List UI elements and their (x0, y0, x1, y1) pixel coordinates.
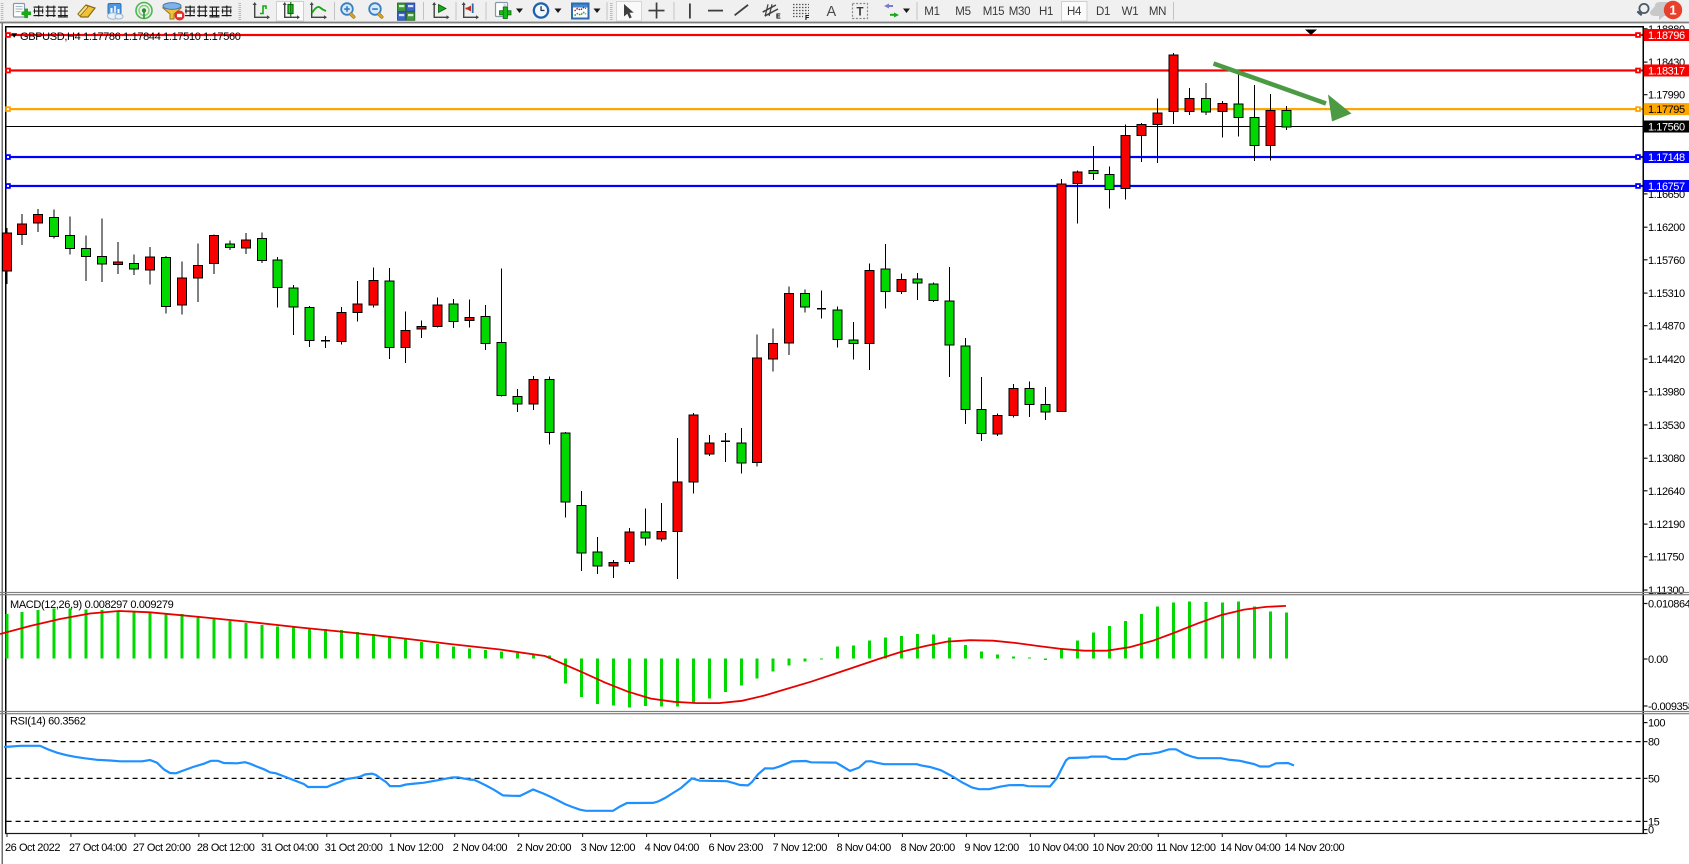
svg-text:A: A (827, 4, 837, 20)
svg-text:1.18796: 1.18796 (1648, 30, 1685, 42)
svg-text:1.13080: 1.13080 (1648, 453, 1685, 465)
svg-text:9 Nov 12:00: 9 Nov 12:00 (964, 842, 1019, 854)
svg-text:50: 50 (1648, 773, 1660, 785)
svg-text:1 Nov 12:00: 1 Nov 12:00 (389, 842, 444, 854)
svg-text:15: 15 (1648, 816, 1660, 828)
svg-text:1.11750: 1.11750 (1648, 552, 1684, 564)
svg-text:H4: H4 (1067, 6, 1082, 18)
svg-text:1.17795: 1.17795 (1648, 104, 1685, 116)
svg-text:80: 80 (1648, 737, 1660, 749)
svg-text:27 Oct 20:00: 27 Oct 20:00 (133, 842, 191, 854)
svg-text:0: 0 (1648, 825, 1654, 837)
svg-text:8 Nov 04:00: 8 Nov 04:00 (836, 842, 891, 854)
svg-text:1.16757: 1.16757 (1648, 181, 1685, 193)
svg-text:E: E (776, 14, 781, 21)
svg-text:3 Nov 12:00: 3 Nov 12:00 (581, 842, 636, 854)
svg-text:100: 100 (1648, 718, 1665, 730)
svg-text:31 Oct 20:00: 31 Oct 20:00 (325, 842, 383, 854)
svg-text:1.15310: 1.15310 (1648, 288, 1685, 300)
svg-text:1.17148: 1.17148 (1648, 152, 1685, 164)
svg-text:RSI(14) 60.3562: RSI(14) 60.3562 (10, 716, 86, 728)
svg-text:10 Nov 20:00: 10 Nov 20:00 (1092, 842, 1152, 854)
svg-text:0.010864: 0.010864 (1648, 599, 1689, 611)
svg-text:1.12190: 1.12190 (1648, 519, 1685, 531)
svg-text:7 Nov 12:00: 7 Nov 12:00 (773, 842, 828, 854)
svg-text:8 Nov 20:00: 8 Nov 20:00 (900, 842, 955, 854)
svg-text:1.17990: 1.17990 (1648, 90, 1685, 102)
svg-text:F: F (805, 15, 810, 22)
svg-text:M30: M30 (1009, 6, 1030, 18)
svg-text:14 Nov 04:00: 14 Nov 04:00 (1220, 842, 1280, 854)
svg-text:26 Oct 2022: 26 Oct 2022 (5, 842, 60, 854)
svg-text:14 Nov 20:00: 14 Nov 20:00 (1284, 842, 1344, 854)
svg-text:1.13530: 1.13530 (1648, 420, 1685, 432)
svg-text:MACD(12,26,9) 0.008297 0.00927: MACD(12,26,9) 0.008297 0.009279 (10, 599, 174, 611)
svg-text:1.15760: 1.15760 (1648, 255, 1685, 267)
svg-text:2 Nov 20:00: 2 Nov 20:00 (517, 842, 572, 854)
svg-text:M1: M1 (924, 6, 939, 18)
svg-text:-0.009358: -0.009358 (1648, 701, 1689, 713)
svg-text:M15: M15 (983, 6, 1004, 18)
svg-text:M5: M5 (955, 6, 970, 18)
svg-text:4 Nov 04:00: 4 Nov 04:00 (645, 842, 700, 854)
svg-text:2 Nov 04:00: 2 Nov 04:00 (453, 842, 508, 854)
svg-text:11 Nov 12:00: 11 Nov 12:00 (1156, 842, 1216, 854)
svg-text:1.14420: 1.14420 (1648, 354, 1685, 366)
svg-text:1: 1 (1669, 3, 1676, 18)
svg-text:31 Oct 04:00: 31 Oct 04:00 (261, 842, 319, 854)
svg-text:28 Oct 12:00: 28 Oct 12:00 (197, 842, 255, 854)
svg-text:6 Nov 23:00: 6 Nov 23:00 (709, 842, 764, 854)
svg-text:1.14870: 1.14870 (1648, 321, 1685, 333)
svg-text:1.13980: 1.13980 (1648, 387, 1685, 399)
svg-text:H1: H1 (1039, 6, 1053, 18)
svg-text:1.18317: 1.18317 (1648, 65, 1685, 77)
svg-text:1.11300: 1.11300 (1648, 585, 1684, 597)
svg-text:MN: MN (1149, 6, 1166, 18)
svg-text:0.00: 0.00 (1648, 654, 1668, 666)
svg-text:GBPUSD,H4 1.17786 1.17844 1.1: GBPUSD,H4 1.17786 1.17844 1.17510 1.1756… (20, 31, 241, 43)
svg-text:1.17560: 1.17560 (1648, 122, 1685, 134)
svg-text:27 Oct 04:00: 27 Oct 04:00 (69, 842, 127, 854)
svg-text:T: T (857, 7, 864, 19)
svg-text:D1: D1 (1096, 6, 1110, 18)
svg-text:1.12640: 1.12640 (1648, 486, 1685, 498)
svg-text:1.16200: 1.16200 (1648, 222, 1685, 234)
svg-text:W1: W1 (1122, 6, 1139, 18)
svg-text:10 Nov 04:00: 10 Nov 04:00 (1028, 842, 1088, 854)
